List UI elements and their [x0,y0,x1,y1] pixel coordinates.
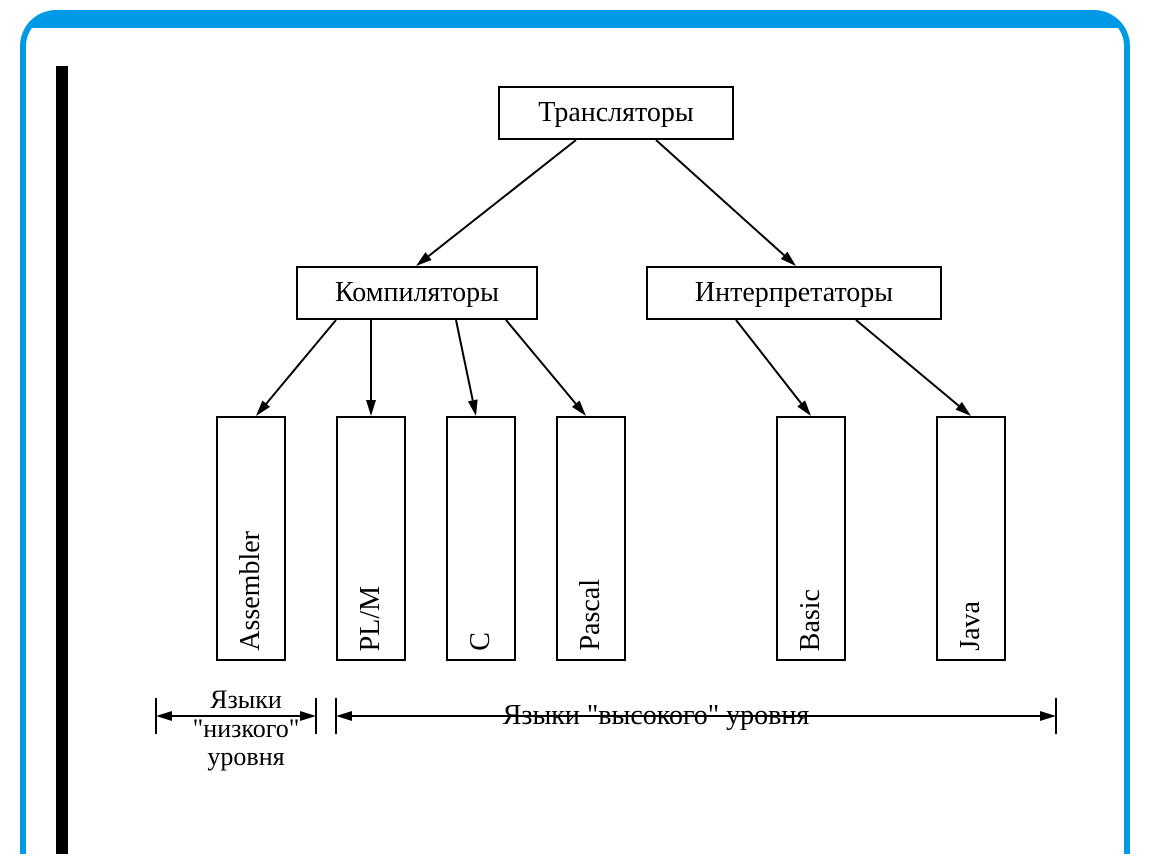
caption-low-level-line: "низкого" [166,715,326,744]
left-black-bar [56,66,68,854]
slide-frame: Трансляторы Компиляторы Интерпретаторы A… [20,10,1130,854]
caption-high-level-text: Языки "высокого" уровня [503,700,810,731]
node-c-label: C [465,632,497,651]
node-c: C [446,416,516,661]
caption-low-level-line: Языки [166,686,326,715]
node-interpreters: Интерпретаторы [646,266,942,320]
caption-high-level: Языки "высокого" уровня [406,701,906,732]
node-translators-label: Трансляторы [538,97,693,129]
node-compilers: Компиляторы [296,266,538,320]
node-java-label: Java [955,601,987,651]
node-plm: PL/M [336,416,406,661]
node-interpreters-label: Интерпретаторы [695,277,893,309]
node-pascal: Pascal [556,416,626,661]
node-basic: Basic [776,416,846,661]
caption-low-level-line: уровня [166,743,326,772]
node-plm-label: PL/M [355,586,387,651]
caption-low-level: Языки"низкого"уровня [166,686,326,772]
diagram-stage: Трансляторы Компиляторы Интерпретаторы A… [56,66,1124,854]
node-pascal-label: Pascal [575,579,607,651]
node-assembler-label: Assembler [235,531,267,651]
node-java: Java [936,416,1006,661]
node-basic-label: Basic [795,589,827,651]
node-assembler: Assembler [216,416,286,661]
node-compilers-label: Компиляторы [335,277,499,309]
node-translators: Трансляторы [498,86,734,140]
